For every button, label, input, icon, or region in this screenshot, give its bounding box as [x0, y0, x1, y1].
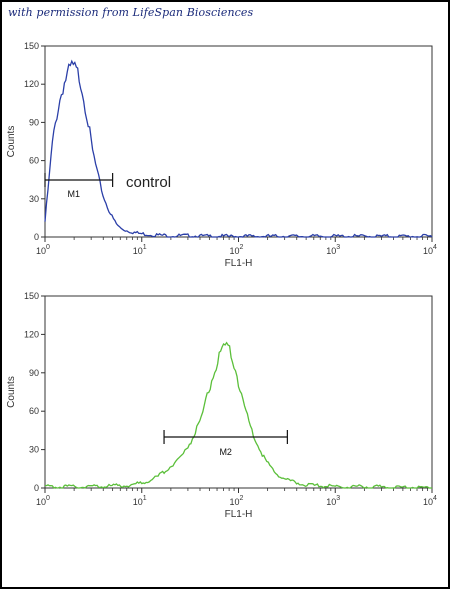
x-tick-label: 100 — [36, 495, 50, 507]
x-tick-label: 101 — [133, 495, 147, 507]
y-tick-label: 120 — [24, 79, 39, 89]
gate-marker: M2 — [163, 430, 288, 457]
y-tick-label: 90 — [29, 117, 39, 127]
plot-area — [44, 295, 433, 489]
y-tick-label: 0 — [34, 483, 39, 493]
gate-label: M1 — [68, 189, 81, 199]
x-tick-label: 104 — [423, 244, 437, 256]
gate-label: M2 — [219, 447, 232, 457]
y-tick-label: 30 — [29, 445, 39, 455]
x-tick-label: 101 — [133, 244, 147, 256]
y-axis-label: Counts — [6, 126, 17, 158]
y-tick-label: 90 — [29, 368, 39, 378]
histogram-panel-1: 0 30 60 90 120 150 100 101 102 103 104 FL1-H Counts M… — [6, 41, 437, 269]
x-tick-label: 103 — [326, 244, 340, 256]
series-line-1 — [44, 59, 433, 238]
x-axis-label: FL1-H — [225, 509, 253, 520]
gate-marker: M1 — [44, 173, 114, 199]
series-line-1 — [44, 341, 432, 489]
x-axis-label: FL1-H — [225, 258, 253, 269]
x-tick-label: 102 — [230, 244, 244, 256]
control-annotation: control — [126, 174, 171, 191]
y-axis-label: Counts — [6, 376, 17, 408]
watermark-text: with permission from LifeSpan Bioscience… — [8, 6, 254, 19]
y-tick-label: 60 — [29, 156, 39, 166]
x-tick-label: 104 — [423, 495, 437, 507]
x-tick-label: 103 — [326, 495, 340, 507]
y-tick-label: 30 — [29, 194, 39, 204]
x-tick-label: 102 — [230, 495, 244, 507]
y-tick-label: 150 — [24, 41, 39, 51]
histogram-panel-2: 0 30 60 90 120 150 100 101 102 103 104 FL1-H Counts M… — [6, 291, 437, 520]
y-tick-label: 150 — [24, 291, 39, 301]
y-tick-label: 120 — [24, 329, 39, 339]
y-tick-label: 0 — [34, 232, 39, 242]
y-tick-label: 60 — [29, 406, 39, 416]
plot-area — [44, 45, 433, 238]
x-tick-label: 100 — [36, 244, 50, 256]
